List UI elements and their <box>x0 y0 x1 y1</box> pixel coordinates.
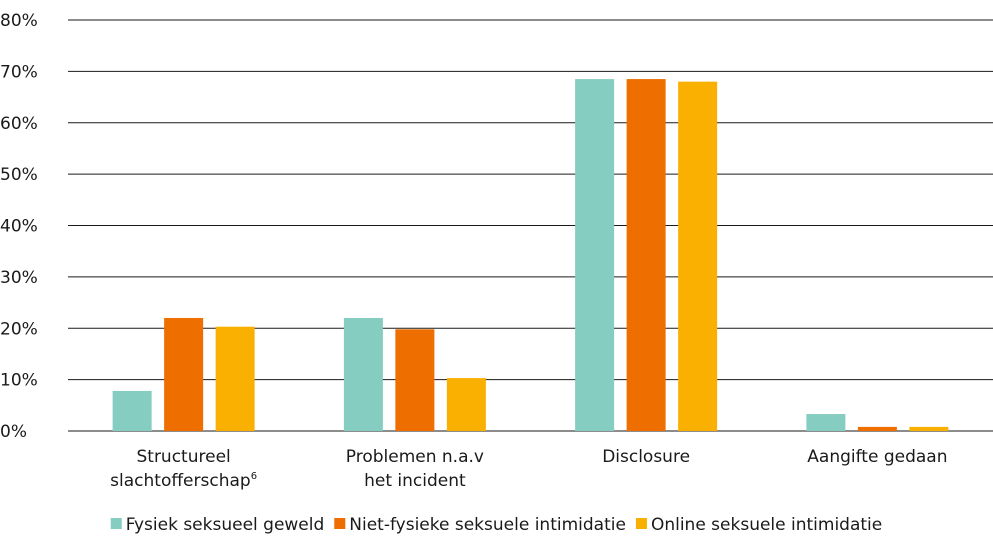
bar <box>395 329 435 431</box>
y-tick-label: 40% <box>0 217 38 237</box>
legend-swatch <box>334 518 346 529</box>
x-category-label: Aangifte gedaan <box>807 447 947 467</box>
legend-item: Online seksuele intimidatie <box>635 515 882 535</box>
y-tick-label: 30% <box>0 268 38 288</box>
legend-label: Niet-fysieke seksuele intimidatie <box>349 515 626 535</box>
y-tick-label: 70% <box>0 62 38 82</box>
bar <box>343 317 383 431</box>
y-tick-label: 0% <box>0 422 27 442</box>
bar <box>215 326 255 431</box>
x-category-label: het incident <box>364 471 466 491</box>
legend-item: Fysiek seksueel geweld <box>110 515 325 535</box>
bar <box>575 79 615 432</box>
x-category-label: Disclosure <box>602 447 690 467</box>
y-tick-label: 50% <box>0 165 38 185</box>
x-axis-category-labels: Structureel slachtofferschap6 Problemen n.… <box>110 447 947 491</box>
bar <box>806 414 846 431</box>
bar <box>112 390 152 431</box>
bars <box>112 79 949 432</box>
y-tick-label: 10% <box>0 371 38 391</box>
x-category-label: slachtofferschap6 <box>110 471 257 491</box>
bar <box>678 81 718 432</box>
bar <box>909 426 949 431</box>
x-category-label: Problemen n.a.v <box>346 447 484 467</box>
x-category-label: Structureel <box>136 447 230 467</box>
y-tick-label: 60% <box>0 114 38 134</box>
legend-swatch <box>110 518 122 529</box>
gridlines <box>68 19 993 432</box>
legend-label: Fysiek seksueel geweld <box>126 515 325 535</box>
bar <box>164 317 204 431</box>
bar <box>446 378 486 431</box>
legend-swatch <box>635 518 647 529</box>
bar <box>857 426 897 431</box>
y-tick-label: 80% <box>0 11 38 31</box>
y-tick-label: 20% <box>0 319 38 339</box>
bar <box>626 79 666 432</box>
legend-label: Online seksuele intimidatie <box>651 515 882 535</box>
legend: Fysiek seksueel geweld Niet-fysieke seksu… <box>110 515 882 535</box>
y-axis-tick-labels: 0% 10% 20% 30% 40% 50% 60% 70% 80% <box>0 11 38 442</box>
legend-item: Niet-fysieke seksuele intimidatie <box>334 515 626 535</box>
